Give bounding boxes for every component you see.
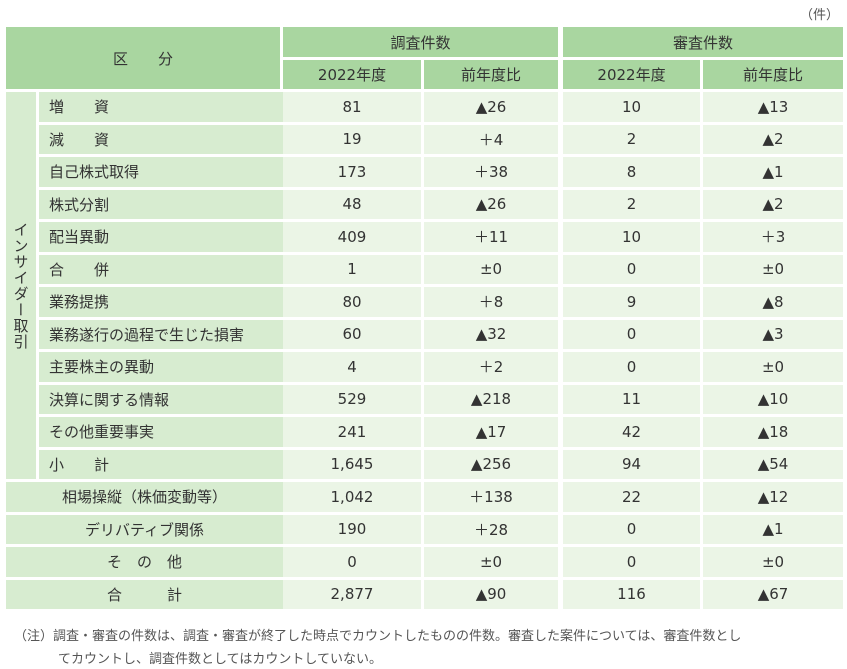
row-value: 190 [283, 514, 421, 544]
row-value: ▲8 [703, 287, 843, 317]
row-value: 94 [563, 449, 700, 479]
row-label: 増 資 [39, 92, 283, 122]
row-value: ▲18 [703, 417, 843, 447]
row-value: 0 [563, 319, 700, 349]
row-value: ▲26 [424, 92, 558, 122]
row-value: 81 [283, 92, 421, 122]
row-value: ＋38 [424, 157, 558, 187]
row-value: 80 [283, 287, 421, 317]
header-survey: 調査件数 [283, 27, 558, 57]
row-label: 業務遂行の過程で生じた損害 [39, 319, 283, 349]
row-label: 主要株主の異動 [39, 352, 283, 382]
row-label: デリバティブ関係 [6, 514, 283, 544]
note: てカウントし、調査件数としてはカウントしていない。 [58, 652, 382, 667]
row-value: ▲2 [703, 124, 843, 154]
row-label: 配当異動 [39, 222, 283, 252]
row-label: そ の 他 [6, 547, 283, 577]
row-value: ±0 [703, 547, 843, 577]
row-value: 0 [563, 352, 700, 382]
header-category: 区 分 [6, 27, 280, 89]
row-value: 2,877 [283, 579, 421, 609]
row-value: 11 [563, 384, 700, 414]
header-sub: 前年度比 [424, 60, 558, 89]
row-value: ＋2 [424, 352, 558, 382]
row-value: ±0 [424, 254, 558, 284]
row-value: ＋28 [424, 514, 558, 544]
row-value: ±0 [424, 547, 558, 577]
row-label: 合 計 [6, 579, 283, 609]
row-value: ▲26 [424, 189, 558, 219]
row-value: ▲32 [424, 319, 558, 349]
row-value: 0 [563, 547, 700, 577]
row-label: 業務提携 [39, 287, 283, 317]
row-value: 1,042 [283, 482, 421, 512]
row-label: 株式分割 [39, 189, 283, 219]
row-value: ▲12 [703, 482, 843, 512]
row-value: 2 [563, 124, 700, 154]
group-label: インサイダー取引 [6, 92, 36, 479]
row-label: 相場操縦（株価変動等） [6, 482, 283, 512]
row-value: ▲90 [424, 579, 558, 609]
row-value: ▲17 [424, 417, 558, 447]
row-value: ＋11 [424, 222, 558, 252]
row-value: ＋4 [424, 124, 558, 154]
row-value: 409 [283, 222, 421, 252]
row-value: ＋8 [424, 287, 558, 317]
row-value: ▲1 [703, 157, 843, 187]
row-value: 22 [563, 482, 700, 512]
note: （注）調査・審査の件数は、調査・審査が終了した時点でカウントしたものの件数。審査… [14, 629, 742, 644]
row-value: ▲2 [703, 189, 843, 219]
row-value: 0 [563, 254, 700, 284]
row-value: ▲67 [703, 579, 843, 609]
row-value: ＋138 [424, 482, 558, 512]
row-value: 2 [563, 189, 700, 219]
row-value: 1,645 [283, 449, 421, 479]
row-value: 9 [563, 287, 700, 317]
row-value: 241 [283, 417, 421, 447]
row-value: 10 [563, 222, 700, 252]
row-label: 自己株式取得 [39, 157, 283, 187]
row-value: ▲3 [703, 319, 843, 349]
row-label: 決算に関する情報 [39, 384, 283, 414]
row-label: その他重要事実 [39, 417, 283, 447]
row-value: 0 [283, 547, 421, 577]
row-value: 529 [283, 384, 421, 414]
row-label: 合 併 [39, 254, 283, 284]
row-value: 8 [563, 157, 700, 187]
row-value: ▲54 [703, 449, 843, 479]
row-label: 減 資 [39, 124, 283, 154]
row-value: 48 [283, 189, 421, 219]
row-value: ▲1 [703, 514, 843, 544]
row-value: ▲256 [424, 449, 558, 479]
row-value: 173 [283, 157, 421, 187]
row-value: ▲218 [424, 384, 558, 414]
row-value: ＋3 [703, 222, 843, 252]
row-value: 1 [283, 254, 421, 284]
header-sub: 前年度比 [703, 60, 843, 89]
row-value: 4 [283, 352, 421, 382]
row-value: ▲13 [703, 92, 843, 122]
row-value: ▲10 [703, 384, 843, 414]
unit: （件） [799, 8, 839, 23]
row-value: 60 [283, 319, 421, 349]
row-value: 0 [563, 514, 700, 544]
row-value: 116 [563, 579, 700, 609]
row-value: 19 [283, 124, 421, 154]
row-value: 10 [563, 92, 700, 122]
row-label: 小 計 [39, 449, 283, 479]
row-value: ±0 [703, 254, 843, 284]
row-value: ±0 [703, 352, 843, 382]
row-value: 42 [563, 417, 700, 447]
header-review: 審査件数 [563, 27, 843, 57]
header-sub: 2022年度 [283, 60, 421, 89]
header-sub: 2022年度 [563, 60, 700, 89]
